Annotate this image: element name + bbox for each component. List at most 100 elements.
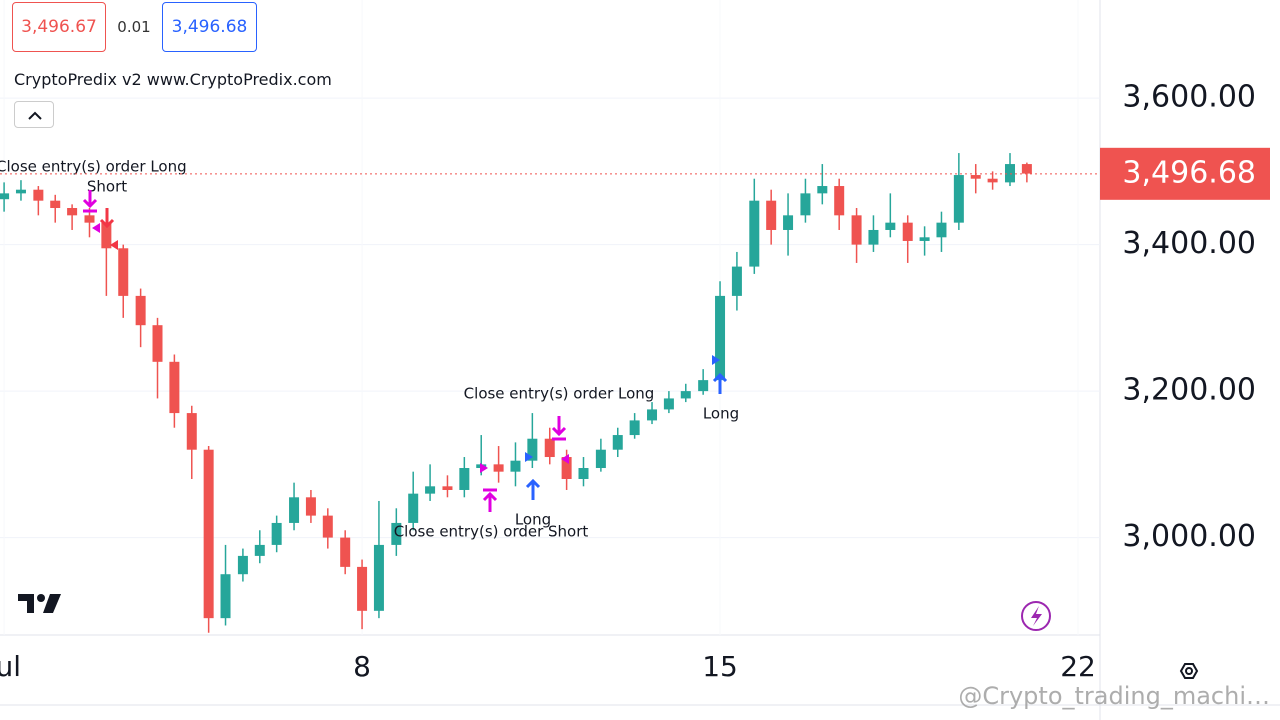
tv-logo <box>18 594 61 613</box>
arrow <box>482 488 498 512</box>
candle-body <box>459 468 470 490</box>
candle-body <box>647 409 658 421</box>
triangle <box>480 463 488 473</box>
candle-body <box>493 464 504 472</box>
candle-body <box>1021 164 1032 174</box>
candle-body <box>169 361 180 414</box>
candle-body <box>357 566 368 611</box>
candle-body <box>766 200 777 230</box>
candle-body <box>340 537 351 567</box>
x-tick-label: 8 <box>353 650 371 683</box>
icon-bolt <box>1031 606 1042 626</box>
candle-body <box>970 175 981 179</box>
x-tick-label: 22 <box>1060 650 1096 683</box>
arrow <box>525 478 541 500</box>
annotation: Close entry(s) order Long <box>464 385 655 403</box>
candle-body <box>953 175 964 223</box>
candle-body <box>220 574 231 619</box>
candle-body <box>595 449 606 469</box>
triangle <box>110 240 118 250</box>
arrow <box>82 190 98 213</box>
candle-body <box>408 493 419 523</box>
y-tick-label: 3,000.00 <box>1122 519 1256 554</box>
y-tick-label: 3,400.00 <box>1122 226 1256 261</box>
candle-body <box>84 215 95 223</box>
annotation: Close entry(s) order Short <box>394 523 589 541</box>
candle-body <box>322 515 333 538</box>
candle-body <box>578 468 589 479</box>
candle-body <box>271 522 282 545</box>
lightning-button <box>1021 601 1051 631</box>
candle-body <box>987 178 998 183</box>
signal-arrows <box>82 190 728 512</box>
candle-body <box>817 186 828 194</box>
candle-body <box>612 435 623 450</box>
logo-part <box>37 594 45 602</box>
candle-body <box>305 497 316 516</box>
candle-body <box>749 200 760 267</box>
signal-triangles <box>92 223 720 473</box>
watermark: @Crypto_trading_machi… <box>958 682 1270 710</box>
candle-body <box>0 193 10 200</box>
annotation: Long <box>515 511 551 529</box>
candle-body <box>186 413 197 450</box>
candle-body <box>868 229 879 245</box>
candle-body <box>67 208 78 216</box>
candle-body <box>237 555 248 575</box>
candle-body <box>544 438 555 458</box>
candle-body <box>442 486 453 490</box>
candle-body <box>783 215 794 230</box>
annotations: Close entry(s) order Long Short Close en… <box>0 158 739 541</box>
candle-body <box>919 237 930 241</box>
candle-body <box>834 186 845 216</box>
arrow <box>712 372 728 394</box>
indicator-title: CryptoPredix v2 www.CryptoPredix.com <box>14 70 332 89</box>
spread: 0.01 <box>117 18 151 36</box>
annotation: Close entry(s) order Long <box>0 158 187 176</box>
candle-body <box>715 295 726 381</box>
candle-body <box>373 544 384 611</box>
logo-part <box>18 594 34 613</box>
candle-body <box>885 222 896 230</box>
candle-body <box>135 295 146 326</box>
candle-body <box>1004 164 1015 183</box>
collapse-button[interactable] <box>14 101 54 128</box>
annotation: Short <box>87 178 127 196</box>
candle-body <box>936 222 947 238</box>
y-tick-label: 3,600.00 <box>1122 80 1256 115</box>
candle-body <box>902 222 913 241</box>
y-tick-label: 3,200.00 <box>1122 373 1256 408</box>
triangle <box>712 355 720 365</box>
candle-body <box>101 222 112 249</box>
candle-body <box>476 464 487 469</box>
candle-body <box>663 398 674 410</box>
candle-body <box>15 189 26 194</box>
icon-hex <box>1179 663 1199 679</box>
last-price-label: 3,496.68 <box>1122 155 1256 190</box>
arrow <box>551 416 567 441</box>
triangle <box>561 454 569 464</box>
collapse-icon <box>28 111 42 120</box>
triangle <box>92 223 100 233</box>
candle-body <box>152 325 163 362</box>
candle-body <box>254 544 265 556</box>
bid-price[interactable]: 3,496.67 <box>12 2 106 52</box>
candle-body <box>203 449 214 619</box>
arrow <box>99 208 115 229</box>
candle-body <box>510 460 521 472</box>
candle-body <box>289 497 300 523</box>
candle-body <box>527 438 538 461</box>
x-tick-label: Jul <box>0 650 21 683</box>
logo-part <box>43 594 61 613</box>
ask-price[interactable]: 3,496.68 <box>162 2 257 52</box>
candle-body <box>33 189 44 201</box>
x-tick-label: 15 <box>702 650 738 683</box>
candle-body <box>425 486 436 494</box>
candle-body <box>731 266 742 296</box>
candle-body <box>851 215 862 245</box>
last-price-tag <box>1100 147 1270 200</box>
candle-body <box>391 522 402 545</box>
candle-body <box>629 420 640 436</box>
